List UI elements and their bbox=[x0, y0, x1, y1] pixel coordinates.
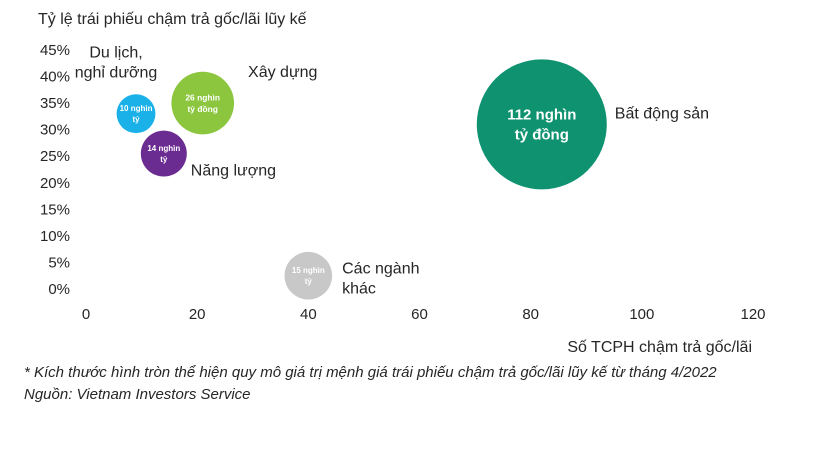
bubble-value-label: tỷ đồng bbox=[187, 104, 217, 114]
bubble bbox=[476, 59, 607, 190]
bubble-value-label: tỷ bbox=[132, 115, 140, 124]
y-tick-label: 40% bbox=[40, 69, 70, 86]
bubble-category-label: Bất động sản bbox=[615, 105, 709, 122]
y-axis-title: Tỷ lệ trái phiếu chậm trả gốc/lãi lũy kế bbox=[38, 11, 307, 28]
bubble-chart: Tỷ lệ trái phiếu chậm trả gốc/lãi lũy kế… bbox=[38, 11, 766, 356]
bubble-category-label: Xây dựng bbox=[248, 64, 317, 81]
y-tick-label: 5% bbox=[48, 254, 70, 271]
y-tick-label: 20% bbox=[40, 175, 70, 192]
y-tick-label: 25% bbox=[40, 148, 70, 165]
bubble bbox=[284, 251, 333, 300]
bubble-value-label: tỷ bbox=[305, 277, 313, 286]
y-axis-ticks: 0% 5% 10% 15% 20% 25% 30% 35% 40% 45% bbox=[40, 42, 70, 298]
x-tick-label: 100 bbox=[629, 306, 654, 323]
bubble-category-label: Du lịch, bbox=[89, 45, 142, 62]
bubble bbox=[116, 94, 156, 134]
source-note: Nguồn: Vietnam Investors Service bbox=[24, 386, 251, 403]
bubble-value-label: 15 nghìn bbox=[292, 266, 325, 275]
x-tick-label: 40 bbox=[300, 306, 317, 323]
y-tick-label: 15% bbox=[40, 201, 70, 218]
bubble-value-label: 10 nghìn bbox=[120, 104, 153, 113]
bubble-value-label: tỷ đồng bbox=[515, 127, 569, 144]
bubble-category-label: khác bbox=[342, 281, 376, 298]
bubble bbox=[171, 71, 235, 135]
bubble-value-label: tỷ bbox=[160, 155, 168, 164]
x-tick-label: 0 bbox=[82, 306, 90, 323]
y-tick-label: 10% bbox=[40, 228, 70, 245]
bubble-value-label: 26 nghìn bbox=[185, 92, 220, 102]
category-labels: Du lịch, nghỉ dưỡng Xây dựng Năng lượng Các … bbox=[75, 45, 709, 298]
bubble-value-label: 112 nghìn bbox=[507, 106, 576, 123]
x-tick-label: 60 bbox=[411, 306, 428, 323]
bubbles: 10 nghìn tỷ 26 nghìn tỷ đồng 14 nghìn tỷ 15 ng… bbox=[116, 59, 607, 300]
bubble-category-label: Năng lượng bbox=[191, 163, 276, 180]
bubble-value-label: 14 nghìn bbox=[147, 144, 180, 153]
y-tick-label: 45% bbox=[40, 42, 70, 59]
x-axis-title: Số TCPH chậm trả gốc/lãi bbox=[567, 339, 752, 356]
x-tick-label: 80 bbox=[522, 306, 539, 323]
y-tick-label: 0% bbox=[48, 281, 70, 298]
y-tick-label: 30% bbox=[40, 122, 70, 139]
x-axis-ticks: 0 20 40 60 80 100 120 bbox=[82, 306, 766, 323]
y-tick-label: 35% bbox=[40, 95, 70, 112]
size-note: * Kích thước hình tròn thể hiện quy mô g… bbox=[24, 364, 717, 381]
x-tick-label: 20 bbox=[189, 306, 206, 323]
bubble-category-label: nghỉ dưỡng bbox=[75, 65, 158, 82]
bubble-category-label: Các ngành bbox=[342, 261, 419, 278]
bubble bbox=[140, 130, 187, 177]
x-tick-label: 120 bbox=[740, 306, 765, 323]
